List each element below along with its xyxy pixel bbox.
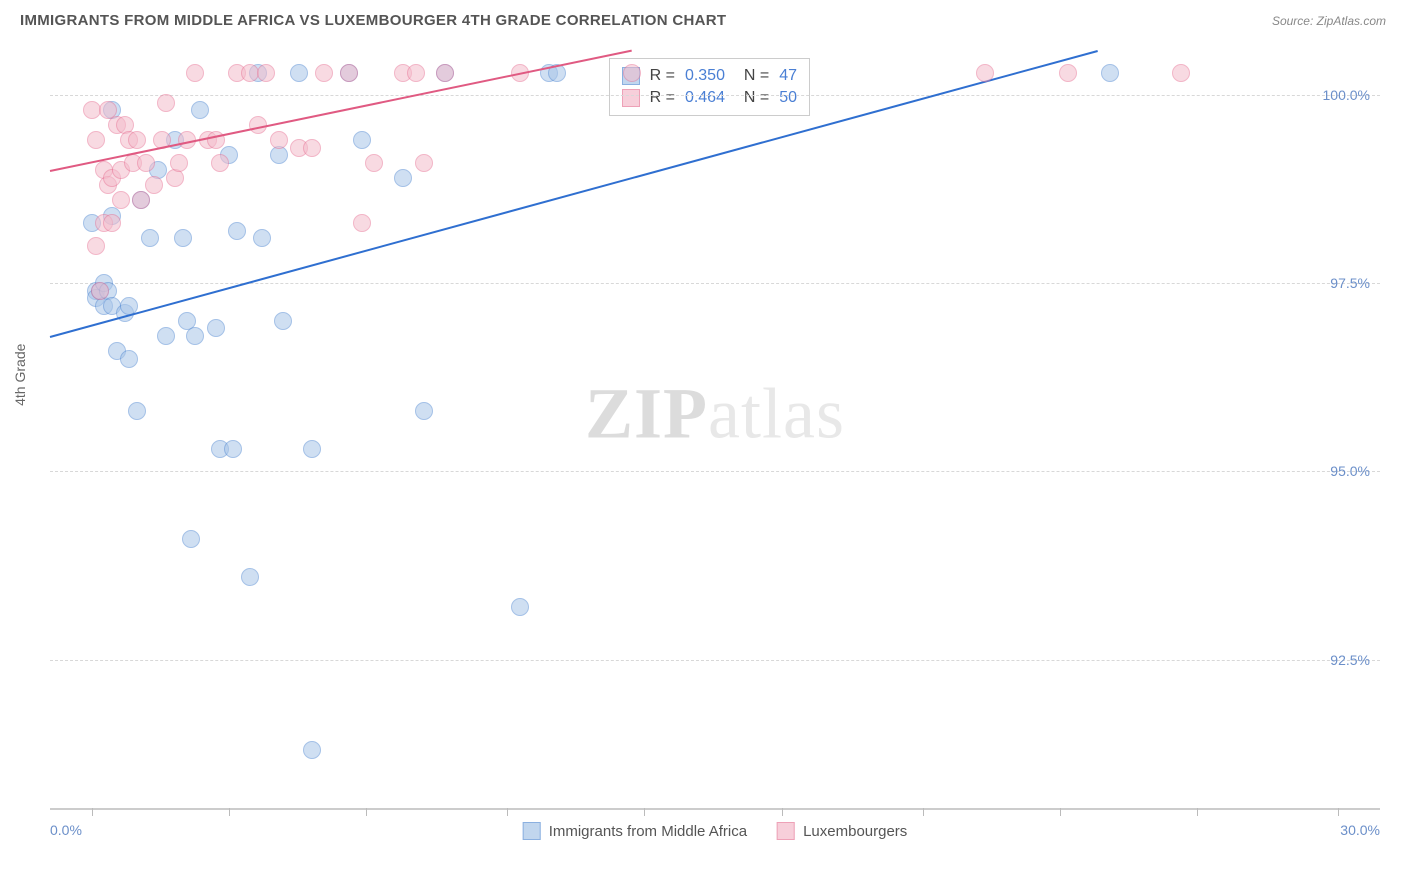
y-axis-title: 4th Grade bbox=[12, 344, 28, 406]
scatter-point bbox=[270, 131, 288, 149]
scatter-point bbox=[87, 131, 105, 149]
scatter-point bbox=[112, 191, 130, 209]
legend-n-value: 47 bbox=[779, 67, 797, 85]
scatter-point bbox=[241, 64, 259, 82]
scatter-point bbox=[87, 237, 105, 255]
legend-swatch bbox=[622, 89, 640, 107]
series-legend: Immigrants from Middle Africa Luxembourge… bbox=[523, 822, 908, 840]
y-tick-label: 92.5% bbox=[1330, 652, 1370, 668]
legend-row: R = 0.350 N = 47 bbox=[622, 65, 797, 87]
scatter-point bbox=[120, 350, 138, 368]
scatter-point bbox=[303, 440, 321, 458]
legend-n-label: N = bbox=[735, 89, 769, 107]
scatter-point bbox=[186, 327, 204, 345]
scatter-point bbox=[91, 282, 109, 300]
chart-title: IMMIGRANTS FROM MIDDLE AFRICA VS LUXEMBO… bbox=[20, 12, 726, 29]
legend-r-value: 0.350 bbox=[685, 67, 725, 85]
scatter-point bbox=[207, 319, 225, 337]
scatter-point bbox=[415, 402, 433, 420]
scatter-point bbox=[182, 530, 200, 548]
scatter-point bbox=[145, 176, 163, 194]
series-legend-label: Immigrants from Middle Africa bbox=[549, 823, 747, 840]
legend-r-value: 0.464 bbox=[685, 89, 725, 107]
x-tick bbox=[229, 808, 230, 816]
x-tick bbox=[507, 808, 508, 816]
x-tick bbox=[644, 808, 645, 816]
scatter-point bbox=[340, 64, 358, 82]
scatter-point bbox=[353, 214, 371, 232]
scatter-point bbox=[137, 154, 155, 172]
legend-r-label: R = bbox=[650, 89, 675, 107]
scatter-point bbox=[170, 154, 188, 172]
scatter-point bbox=[303, 139, 321, 157]
x-tick bbox=[1060, 808, 1061, 816]
x-axis-min-label: 0.0% bbox=[50, 822, 82, 838]
legend-r-label: R = bbox=[650, 67, 675, 85]
scatter-point bbox=[1172, 64, 1190, 82]
scatter-point bbox=[976, 64, 994, 82]
y-tick-label: 95.0% bbox=[1330, 463, 1370, 479]
scatter-point bbox=[415, 154, 433, 172]
scatter-point bbox=[303, 741, 321, 759]
watermark-zip: ZIP bbox=[585, 373, 708, 453]
scatter-point bbox=[191, 101, 209, 119]
chart-header: IMMIGRANTS FROM MIDDLE AFRICA VS LUXEMBO… bbox=[0, 0, 1406, 37]
scatter-point bbox=[353, 131, 371, 149]
scatter-point bbox=[511, 598, 529, 616]
watermark: ZIPatlas bbox=[585, 372, 845, 455]
series-legend-label: Luxembourgers bbox=[803, 823, 907, 840]
gridline bbox=[50, 95, 1380, 96]
x-tick bbox=[92, 808, 93, 816]
x-axis-max-label: 30.0% bbox=[1340, 822, 1380, 838]
scatter-point bbox=[224, 440, 242, 458]
scatter-point bbox=[290, 64, 308, 82]
scatter-point bbox=[228, 222, 246, 240]
trend-line bbox=[50, 50, 1098, 338]
series-legend-item: Luxembourgers bbox=[777, 822, 907, 840]
scatter-point bbox=[241, 568, 259, 586]
scatter-point bbox=[365, 154, 383, 172]
watermark-atlas: atlas bbox=[708, 373, 845, 453]
scatter-point bbox=[315, 64, 333, 82]
legend-swatch bbox=[523, 822, 541, 840]
scatter-point bbox=[623, 64, 641, 82]
scatter-point bbox=[128, 402, 146, 420]
scatter-point bbox=[186, 64, 204, 82]
scatter-point bbox=[253, 229, 271, 247]
scatter-point bbox=[211, 154, 229, 172]
y-tick-label: 100.0% bbox=[1323, 87, 1370, 103]
y-tick-label: 97.5% bbox=[1330, 275, 1370, 291]
legend-n-label: N = bbox=[735, 67, 769, 85]
scatter-point bbox=[257, 64, 275, 82]
scatter-point bbox=[157, 327, 175, 345]
legend-row: R = 0.464 N = 50 bbox=[622, 87, 797, 109]
scatter-point bbox=[141, 229, 159, 247]
x-tick bbox=[923, 808, 924, 816]
chart-container: ZIPatlas 4th Grade R = 0.350 N = 47R = 0… bbox=[50, 50, 1380, 810]
x-tick bbox=[366, 808, 367, 816]
scatter-point bbox=[132, 191, 150, 209]
gridline bbox=[50, 471, 1380, 472]
scatter-point bbox=[83, 101, 101, 119]
scatter-point bbox=[407, 64, 425, 82]
scatter-point bbox=[1101, 64, 1119, 82]
scatter-point bbox=[274, 312, 292, 330]
scatter-point bbox=[394, 169, 412, 187]
scatter-point bbox=[157, 94, 175, 112]
scatter-point bbox=[1059, 64, 1077, 82]
scatter-point bbox=[436, 64, 454, 82]
x-tick bbox=[1338, 808, 1339, 816]
legend-n-value: 50 bbox=[779, 89, 797, 107]
series-legend-item: Immigrants from Middle Africa bbox=[523, 822, 747, 840]
x-tick bbox=[1197, 808, 1198, 816]
scatter-point bbox=[128, 131, 146, 149]
gridline bbox=[50, 660, 1380, 661]
scatter-point bbox=[103, 214, 121, 232]
source-attribution: Source: ZipAtlas.com bbox=[1272, 14, 1386, 28]
plot-area: ZIPatlas 4th Grade R = 0.350 N = 47R = 0… bbox=[50, 50, 1380, 810]
scatter-point bbox=[174, 229, 192, 247]
legend-swatch bbox=[777, 822, 795, 840]
x-tick bbox=[782, 808, 783, 816]
